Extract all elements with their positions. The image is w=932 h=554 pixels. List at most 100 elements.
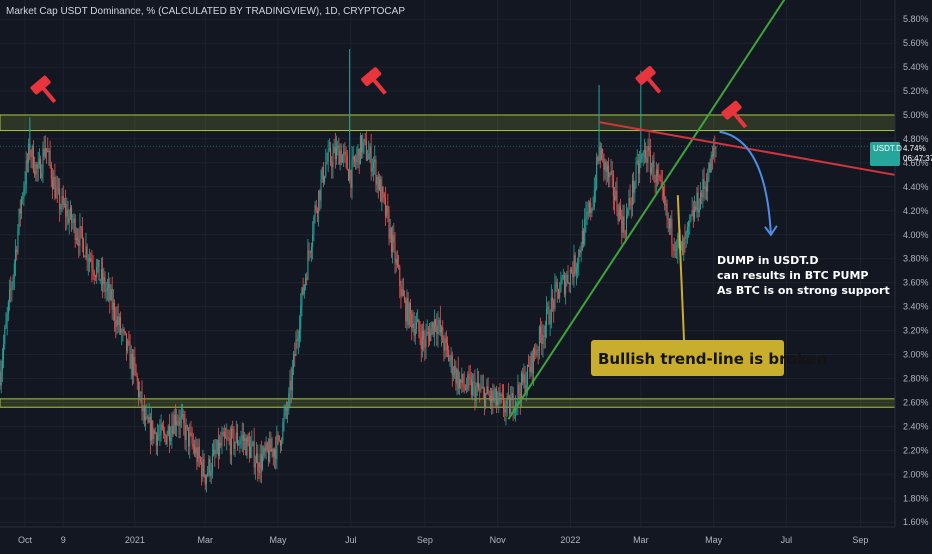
candle-body	[71, 207, 73, 223]
callout-box: Bullish trend-line is broken	[591, 340, 827, 376]
last-value-label: 4.74%	[903, 144, 926, 153]
trendline-layer	[0, 0, 896, 420]
candle-body	[312, 235, 314, 247]
gavel-icon	[635, 66, 662, 94]
candle-body	[84, 256, 86, 258]
candle-body	[427, 331, 429, 334]
candle-body	[365, 140, 367, 160]
candle-body	[228, 437, 230, 439]
gavel-head	[361, 67, 382, 87]
candle-body	[7, 301, 9, 314]
candle-body	[474, 381, 476, 401]
candle-body	[402, 289, 404, 297]
candle-body	[375, 159, 377, 185]
price-badge-background	[870, 142, 900, 166]
candle-body	[395, 258, 397, 264]
candle-body	[35, 163, 37, 175]
candle-body	[302, 287, 304, 295]
gavel-icon	[361, 67, 387, 95]
candle-body	[437, 324, 439, 334]
candle-body	[167, 425, 169, 436]
candle-body	[241, 435, 243, 439]
candle-body	[104, 277, 106, 292]
candle-body	[81, 227, 83, 240]
candle-body	[229, 438, 231, 455]
candle-body	[552, 297, 554, 301]
candle-body	[707, 180, 709, 192]
candle-body	[668, 218, 670, 229]
candle-body	[194, 446, 196, 454]
candle-body	[655, 169, 657, 183]
candle-body	[215, 452, 217, 454]
candle-body	[28, 144, 30, 163]
candle-body	[408, 303, 410, 326]
candle-body	[538, 326, 540, 351]
candle-body	[201, 461, 203, 477]
candle-body	[123, 329, 125, 332]
candle-body	[670, 218, 672, 229]
candle-body	[195, 447, 197, 454]
candle-body	[299, 329, 301, 339]
candle-body	[500, 394, 502, 397]
candle-body	[178, 421, 180, 426]
candle-body	[654, 181, 656, 183]
candle-body	[708, 162, 710, 181]
candle-body	[282, 421, 284, 441]
candle-body	[327, 149, 329, 162]
candle-body	[699, 192, 701, 209]
candle-body	[485, 392, 487, 408]
candle-body	[139, 393, 141, 398]
candle-body	[24, 184, 26, 189]
candle-body	[247, 436, 249, 443]
annotation-line-1: DUMP in USDT.D	[717, 254, 818, 267]
x-tick-label: Sep	[417, 535, 433, 545]
candle-body	[333, 146, 335, 154]
candle-body	[452, 374, 454, 376]
candle-body	[290, 380, 292, 391]
candle-body	[269, 439, 271, 462]
x-tick-label: Jul	[781, 535, 793, 545]
candle-body	[330, 148, 332, 162]
candle-body	[221, 436, 223, 446]
candle-body	[369, 146, 371, 155]
candle-body	[184, 423, 186, 441]
candle-body	[537, 350, 539, 352]
candle-body	[146, 416, 148, 418]
candle-body	[294, 353, 296, 357]
candle-body	[475, 387, 477, 401]
gavel-handle	[646, 77, 662, 94]
gavel-head	[721, 100, 742, 120]
candle-body	[432, 322, 434, 335]
candle-body	[711, 155, 713, 157]
candle-body	[489, 395, 491, 402]
candle-body	[109, 284, 111, 300]
candle-body	[542, 335, 544, 344]
price-badge: USDT.D 4.74% 06:47:37	[870, 142, 932, 166]
candle-body	[682, 241, 684, 256]
candle-body	[664, 196, 666, 206]
candle-body	[461, 374, 463, 383]
candle-body	[393, 235, 395, 242]
marker-layer	[30, 66, 748, 129]
y-tick-label: 3.20%	[903, 326, 929, 336]
candle-body	[296, 339, 298, 341]
candle-body	[37, 164, 39, 169]
candle-body	[34, 170, 36, 175]
x-tick-label: May	[705, 535, 723, 545]
candle-body	[357, 148, 359, 156]
candle-body	[99, 280, 101, 281]
candle-body	[334, 146, 336, 160]
candle-body	[207, 472, 209, 476]
candle-body	[444, 337, 446, 351]
candle-body	[117, 316, 119, 325]
gavel-icon	[30, 75, 57, 104]
candle-body	[265, 442, 267, 452]
candle-body	[424, 339, 426, 348]
candle-body	[93, 272, 95, 276]
candle-body	[301, 287, 303, 306]
candle-body	[244, 437, 246, 442]
x-tick-label: Sep	[852, 535, 868, 545]
candle-body	[705, 186, 707, 192]
